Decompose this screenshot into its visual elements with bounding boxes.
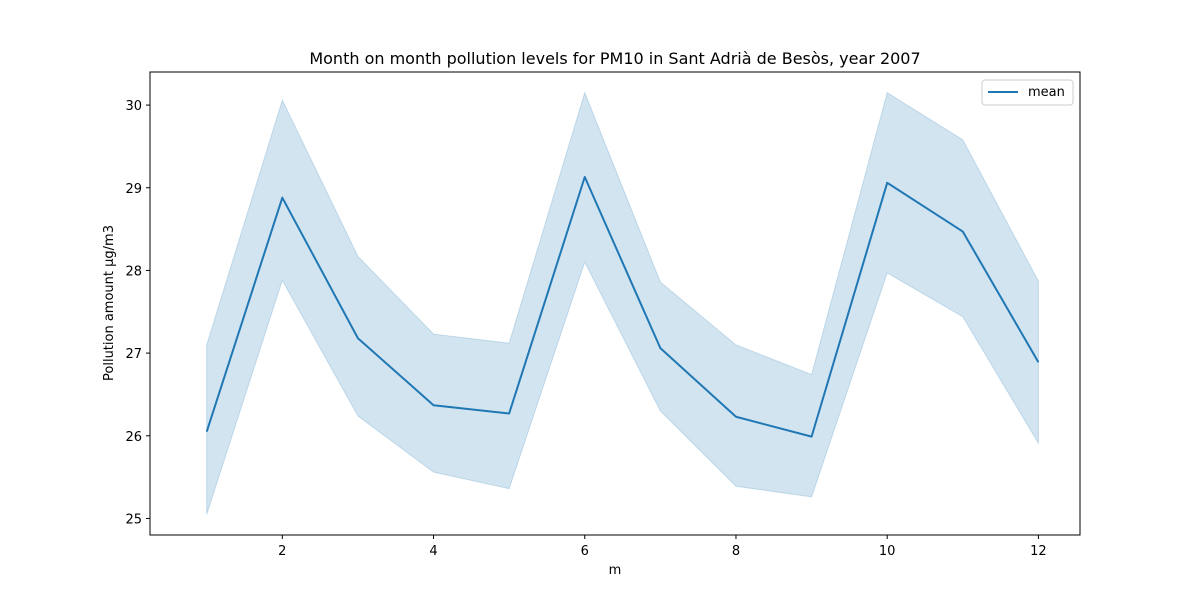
- x-axis: 2 4 6 8 10 12: [278, 535, 1047, 559]
- x-axis-label: m: [609, 563, 622, 578]
- chart-title: Month on month pollution levels for PM10…: [309, 49, 920, 68]
- series-line-0: [205, 176, 1040, 438]
- plot-area: [205, 91, 1040, 515]
- x-tick-label-2: 2: [278, 544, 286, 559]
- y-axis: 25 26 27 28 29 30: [125, 99, 150, 527]
- x-tick-label-6: 6: [581, 544, 589, 559]
- x-tick-label-4: 4: [429, 544, 437, 559]
- y-tick-label-28: 28: [125, 264, 142, 279]
- y-tick-label-25: 25: [125, 512, 142, 527]
- confidence-band-0: [206, 91, 1039, 515]
- x-tick-label-8: 8: [732, 544, 740, 559]
- legend: mean: [981, 79, 1074, 106]
- y-tick-label-26: 26: [125, 430, 142, 445]
- x-tick-label-12: 12: [1030, 544, 1047, 559]
- y-tick-label-27: 27: [125, 347, 142, 362]
- x-tick-label-10: 10: [879, 544, 896, 559]
- legend-box: [981, 79, 1074, 106]
- legend-entry-mean: mean: [1028, 85, 1065, 100]
- plot-frame: [149, 71, 1081, 536]
- y-tick-label-29: 29: [125, 182, 142, 197]
- y-tick-label-30: 30: [125, 99, 142, 114]
- y-axis-label: Pollution amount µg/m3: [102, 225, 117, 381]
